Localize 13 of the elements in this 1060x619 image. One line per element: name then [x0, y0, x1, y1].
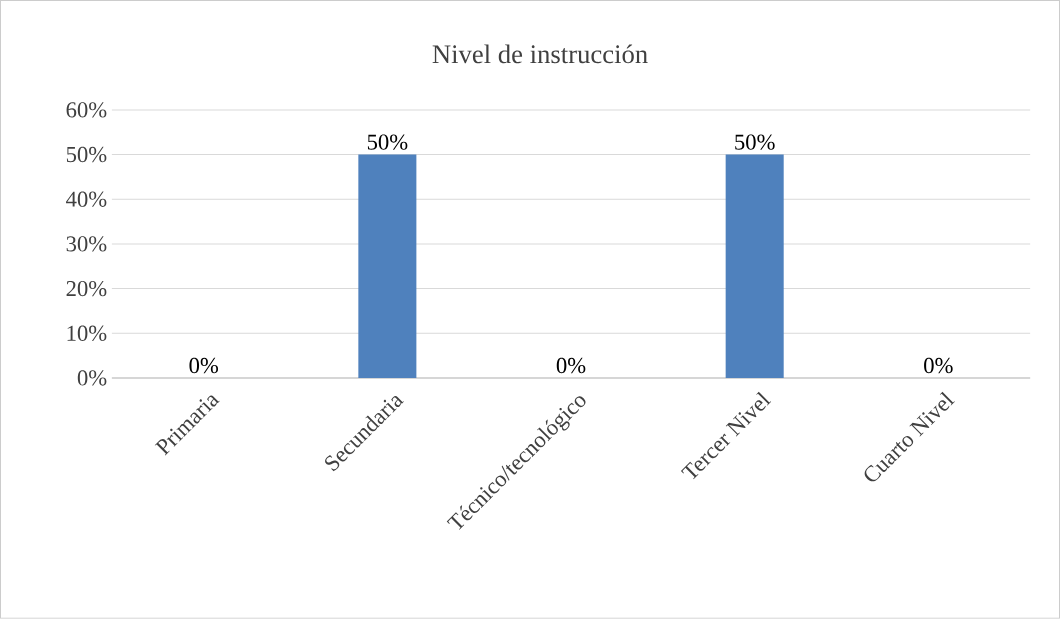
y-tick-label: 10% [67, 325, 107, 342]
y-tick-label: 60% [66, 102, 107, 118]
y-tick-label: 20% [66, 280, 107, 297]
data-label: 0% [924, 357, 953, 374]
y-tick-label: 30% [66, 236, 107, 252]
y-tick-label: 50% [66, 146, 107, 163]
data-label: 50% [367, 134, 408, 150]
data-label: 50% [735, 134, 775, 150]
data-label: 0% [189, 357, 219, 374]
y-tick-label: 40% [66, 191, 107, 207]
data-label: 0% [556, 357, 586, 374]
y-tick-label: 0% [77, 370, 107, 386]
chart-title: Nivel de instrucción [432, 44, 648, 64]
